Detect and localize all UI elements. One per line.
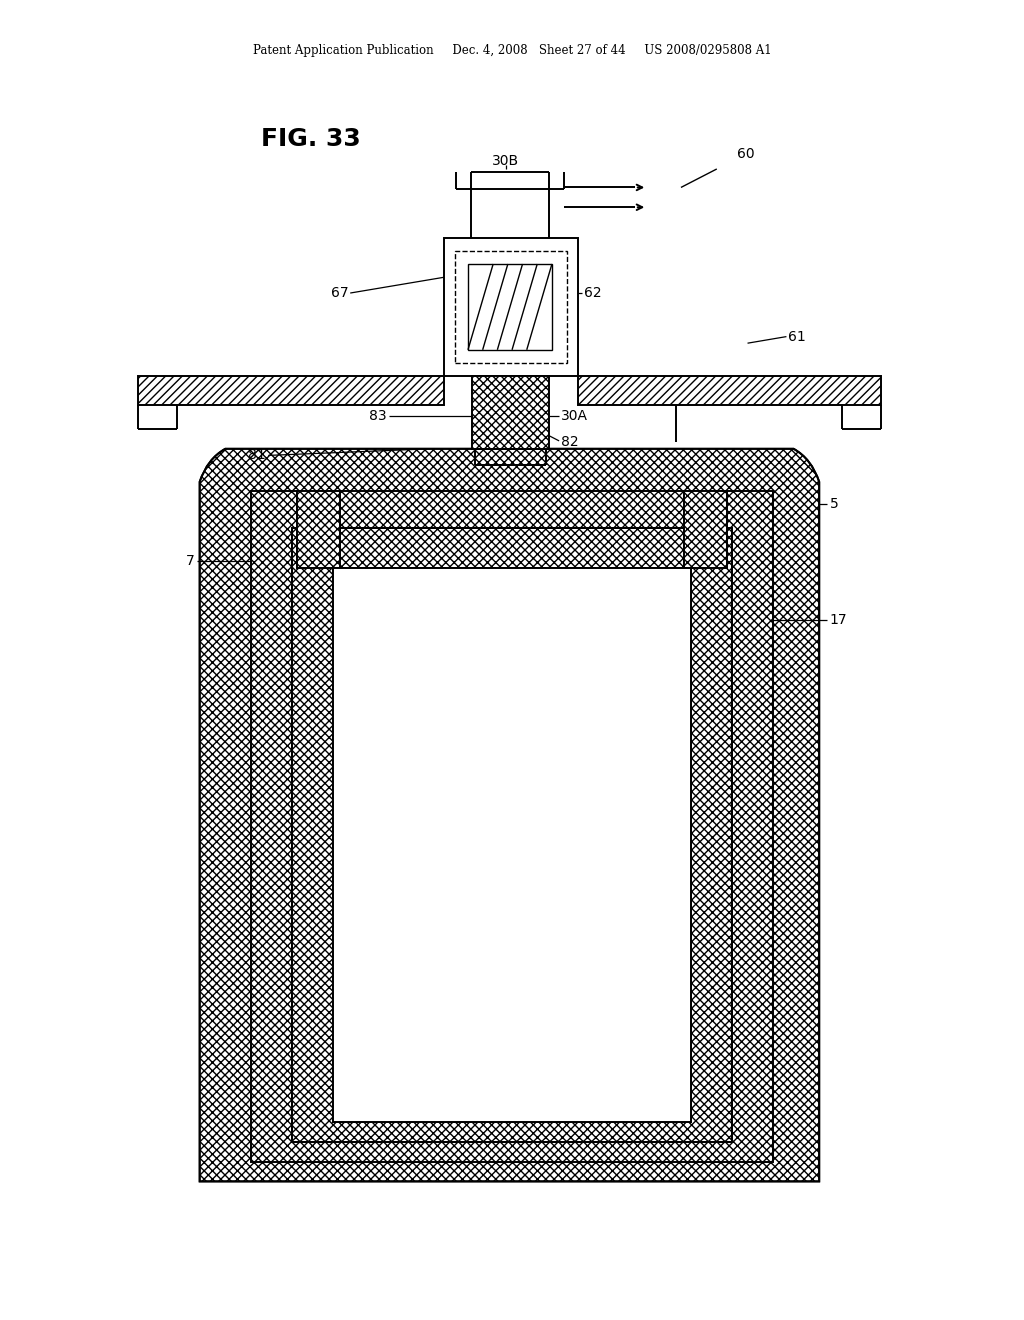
Bar: [468, 264, 552, 350]
Text: 81: 81: [249, 449, 266, 462]
Bar: [333, 568, 691, 1122]
Text: 30B: 30B: [493, 154, 519, 168]
Text: 7: 7: [185, 554, 195, 568]
Bar: [472, 376, 549, 449]
Bar: [251, 491, 773, 1162]
PathPatch shape: [200, 449, 819, 1181]
Bar: [455, 251, 567, 363]
Text: 60: 60: [737, 148, 755, 161]
Text: 67: 67: [331, 286, 348, 300]
Text: 30A: 30A: [561, 409, 588, 422]
Bar: [333, 568, 691, 1122]
Bar: [292, 528, 732, 1142]
Text: Patent Application Publication     Dec. 4, 2008   Sheet 27 of 44     US 2008/029: Patent Application Publication Dec. 4, 2…: [253, 44, 771, 57]
Text: 83: 83: [370, 409, 387, 422]
Bar: [292, 528, 732, 1142]
Bar: [138, 376, 444, 405]
Bar: [444, 238, 578, 376]
Bar: [578, 376, 881, 405]
Text: 61: 61: [788, 330, 806, 343]
Text: 82: 82: [561, 436, 579, 449]
Text: FIG. 33: FIG. 33: [261, 127, 360, 150]
Text: 62: 62: [584, 286, 601, 300]
Bar: [297, 491, 340, 568]
Bar: [684, 491, 727, 568]
Text: 5: 5: [829, 498, 839, 511]
Text: 17: 17: [829, 614, 847, 627]
